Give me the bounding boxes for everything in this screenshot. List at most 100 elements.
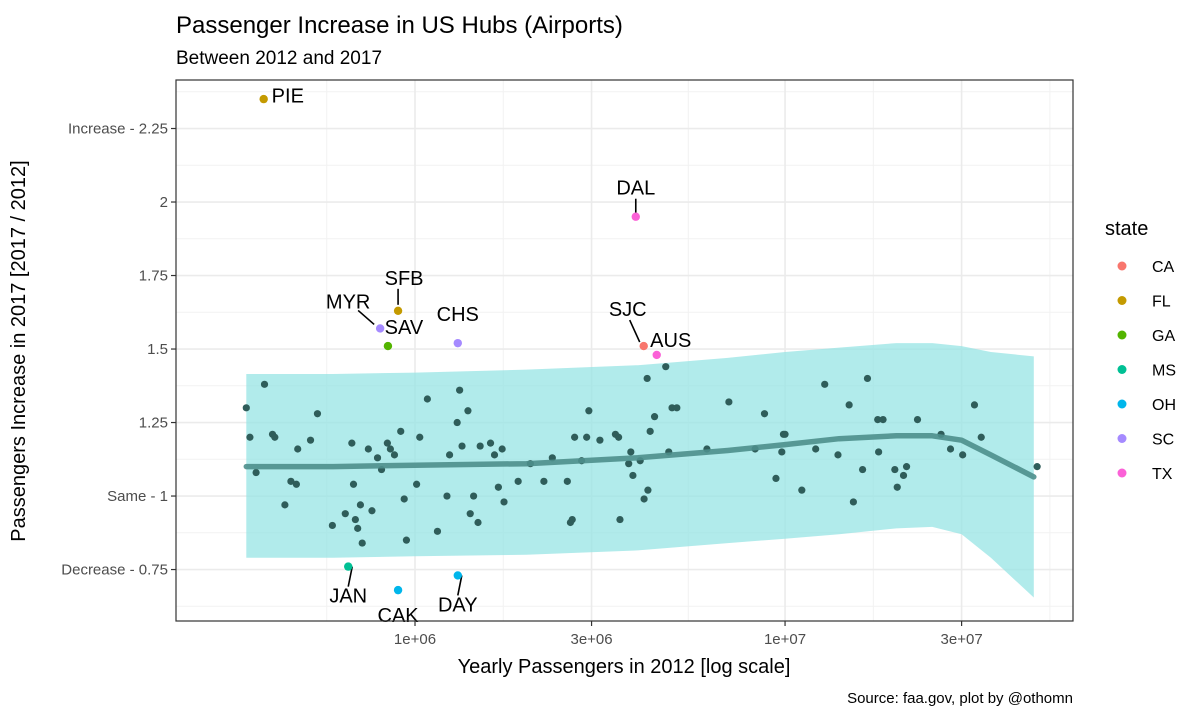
x-tick-label: 1e+06: [394, 631, 436, 648]
data-point: [271, 433, 279, 441]
y-tick-label: Increase - 2.25: [68, 121, 168, 138]
plot-panel-border: [175, 79, 1074, 622]
label-leader-line: [457, 575, 463, 596]
highlighted-point: [375, 324, 385, 333]
data-point: [281, 501, 289, 509]
data-point: [474, 518, 482, 527]
smooth-trend-line: [243, 433, 1037, 480]
data-point: [306, 436, 315, 444]
legend-swatch: [1117, 330, 1127, 340]
data-point: [615, 433, 623, 441]
data-point: [646, 427, 654, 435]
data-point: [358, 539, 366, 547]
data-point: [443, 492, 451, 500]
data-point: [349, 480, 358, 488]
y-tick-label: 2: [160, 194, 168, 211]
data-point: [585, 407, 593, 415]
data-point: [397, 427, 405, 435]
legend-swatch: [1117, 296, 1127, 305]
data-point: [540, 477, 548, 485]
data-point: [821, 380, 829, 388]
x-tick-label: 3e+06: [570, 631, 612, 648]
data-point: [798, 486, 806, 494]
data-point: [390, 451, 399, 459]
data-point: [583, 433, 591, 441]
label-leader-line: [628, 319, 641, 343]
x-axis: 1e+06 3e+06 1e+07 3e+07: [394, 621, 983, 648]
data-point: [913, 415, 922, 424]
highlighted-point: [344, 562, 353, 571]
data-point: [490, 451, 499, 459]
airport-label: CHS: [437, 304, 479, 326]
data-point: [875, 448, 883, 456]
data-point: [498, 445, 506, 453]
highlighted-point: [393, 585, 403, 595]
data-point: [1033, 463, 1041, 471]
data-point: [246, 433, 254, 441]
data-point: [616, 515, 624, 524]
data-point: [760, 410, 769, 418]
y-tick-label: Same - 1: [107, 488, 168, 505]
legend-label: MS: [1152, 363, 1176, 380]
data-point: [849, 498, 857, 506]
data-point: [571, 433, 579, 441]
legend-label: CA: [1152, 259, 1175, 276]
y-axis-title: Passengers Increase in 2017 [2017 / 2012…: [8, 160, 30, 541]
data-point: [845, 401, 853, 409]
data-point: [902, 463, 911, 471]
data-point: [858, 465, 867, 474]
data-point: [781, 430, 789, 438]
airport-label: AUS: [650, 330, 691, 352]
airport-label: CAK: [378, 605, 420, 627]
data-point: [863, 374, 872, 383]
chart-caption: Source: faa.gov, plot by @othomn: [847, 690, 1073, 707]
data-point: [874, 415, 882, 424]
airport-label: PIE: [272, 85, 304, 107]
data-point: [494, 483, 502, 491]
data-point: [673, 404, 681, 412]
data-point: [458, 442, 466, 450]
legend-title: state: [1105, 218, 1148, 240]
data-point: [812, 445, 820, 453]
data-point: [294, 445, 302, 453]
confidence-band: [246, 343, 1034, 598]
data-point: [433, 527, 442, 535]
highlighted-point: [453, 338, 462, 348]
data-point: [662, 363, 670, 371]
data-point: [778, 448, 786, 456]
data-point: [287, 477, 295, 485]
data-point: [514, 477, 522, 485]
data-point: [354, 524, 362, 532]
data-point: [453, 418, 461, 427]
highlighted-point: [639, 341, 648, 351]
chart-subtitle: Between 2012 and 2017: [176, 48, 382, 69]
data-point: [476, 442, 484, 450]
data-point: [970, 401, 979, 409]
data-point: [466, 510, 474, 518]
legend-label: GA: [1152, 328, 1175, 345]
x-tick-label: 1e+07: [764, 631, 806, 648]
data-point: [402, 536, 411, 544]
data-point: [456, 386, 464, 394]
data-point: [252, 468, 260, 477]
highlighted-point: [652, 350, 661, 360]
y-tick-label: 1.25: [139, 415, 168, 432]
data-point: [470, 492, 478, 500]
legend-swatch: [1117, 399, 1127, 409]
data-point: [368, 507, 376, 515]
data-point: [351, 515, 359, 524]
legend-label: SC: [1152, 432, 1174, 449]
data-point: [313, 410, 322, 418]
data-point: [328, 521, 336, 530]
highlighted-point: [631, 212, 640, 221]
data-point: [629, 471, 637, 480]
data-point: [464, 407, 472, 415]
airport-label: DAL: [616, 178, 655, 200]
legend-swatch: [1117, 365, 1127, 374]
data-point: [364, 445, 372, 453]
trend-line-layer: [243, 433, 1037, 480]
data-point: [500, 498, 508, 506]
data-point: [445, 451, 454, 459]
